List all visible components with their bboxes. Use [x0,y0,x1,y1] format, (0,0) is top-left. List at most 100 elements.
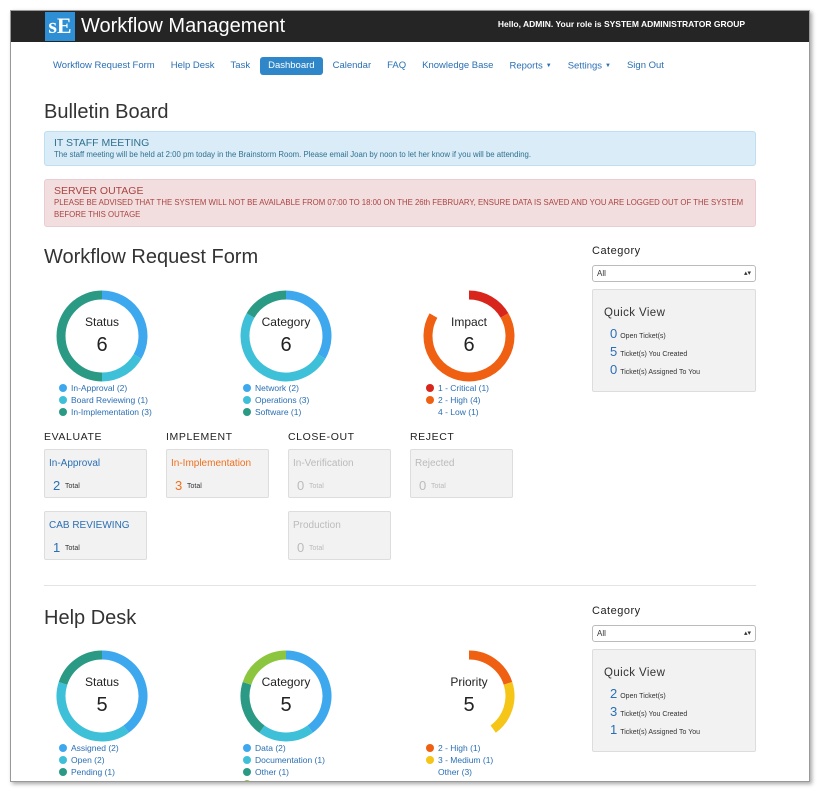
legend-dot-icon [59,744,67,752]
legend-dot-icon [243,744,251,752]
quick-view-row[interactable]: 2 Open Ticket(s) [610,686,666,701]
donut-segment[interactable] [285,650,332,733]
workflow-status-donut[interactable]: Status 6 [54,288,150,384]
legend-item[interactable]: Assigned (2) [59,742,119,754]
alert-title: SERVER OUTAGE [54,185,144,197]
stage-box-total-label: Total [309,483,324,490]
stage-box-total-label: Total [65,483,80,490]
quick-view-row[interactable]: 1 Ticket(s) Assigned To You [610,722,700,737]
nav-faq[interactable]: FAQ [379,57,414,75]
donut-segment[interactable] [468,290,509,318]
stage-box-in-approval[interactable]: In-Approval 2 Total [44,449,147,498]
legend-item[interactable]: 2 - High (4) [426,394,489,406]
quick-view-label: Ticket(s) You Created [620,711,688,718]
donut-legend: Assigned (2) Open (2) Pending (1) [59,742,119,778]
workflow-category-donut[interactable]: Category 6 [238,288,334,384]
legend-label: 2 - High (4) [438,395,481,405]
donut-segment[interactable] [423,313,515,382]
nav-task[interactable]: Task [223,57,259,75]
quick-view-row[interactable]: 5 Ticket(s) You Created [610,344,687,359]
legend-item[interactable]: 4 - Low (1) [426,406,489,418]
quick-view-label: Ticket(s) You Created [620,351,688,358]
legend-item[interactable]: 1 - Critical (1) [426,382,489,394]
nav-label: Dashboard [268,60,315,71]
nav-calendar[interactable]: Calendar [325,57,380,75]
quick-view-row[interactable]: 0 Ticket(s) Assigned To You [610,362,700,377]
legend-item[interactable]: 3 - Medium (1) [426,754,493,766]
nav-sign-out[interactable]: Sign Out [619,57,672,75]
legend-dot-icon [243,384,251,392]
legend-dot-icon [426,768,434,776]
donut-segment[interactable] [285,290,332,359]
helpdesk-category-select[interactable]: All ▴▾ [592,625,756,642]
donut-segment[interactable] [259,725,313,742]
bulletin-board-title: Bulletin Board [44,101,169,123]
donut-segment[interactable] [240,681,265,733]
donut-segment[interactable] [58,650,103,685]
donut-segment[interactable] [429,290,470,318]
donut-segment[interactable] [246,290,287,318]
nav-settings[interactable]: Settings ▼ [560,57,619,75]
legend-item[interactable]: Software (1) [243,406,309,418]
legend-item[interactable]: In-Implementation (3) [59,406,152,418]
legend-item[interactable]: Other (1) [243,766,325,778]
stage-box-count: 0 [297,540,305,555]
donut-legend: Network (2) Operations (3) Software (1) [243,382,309,418]
donut-segment[interactable] [56,290,103,382]
stage-box-cab-reviewing[interactable]: CAB REVIEWING 1 Total [44,511,147,560]
legend-label: Other (3) [438,767,473,777]
top-bar: sE Workflow Management Hello, ADMIN. You… [11,11,809,42]
legend-label: 3 - Medium (1) [438,755,494,765]
nav-reports[interactable]: Reports ▼ [501,57,559,75]
legend-label: Board Reviewing (1) [71,395,149,405]
donut-segment[interactable] [490,681,515,733]
legend-item[interactable]: Other (3) [426,766,493,778]
nav-workflow-request-form[interactable]: Workflow Request Form [45,57,163,75]
legend-item[interactable]: In-Approval (2) [59,382,152,394]
donut-segment[interactable] [101,290,148,359]
legend-item[interactable]: Data (2) [243,742,325,754]
stage-close-out: CLOSE-OUT [288,431,355,443]
workflow-impact-donut[interactable]: Impact 6 [421,288,517,384]
stage-box-title: Rejected [415,458,455,469]
quick-view-count: 0 [610,362,618,377]
stage-box-in-verification[interactable]: In-Verification 0 Total [288,449,391,498]
donut-segment[interactable] [101,354,142,382]
donut-segment[interactable] [56,681,129,742]
nav-label: Settings [567,60,603,72]
legend-item[interactable]: Operations (3) [243,394,309,406]
donut-segment[interactable] [468,650,513,685]
legend-item[interactable]: Open (2) [59,754,119,766]
donut-segment[interactable] [423,650,496,742]
legend-item[interactable]: Pending (1) [59,766,119,778]
donut-legend: 1 - Critical (1) 2 - High (4) 4 - Low (1) [426,382,489,418]
legend-item[interactable]: Board Reviewing (1) [59,394,152,406]
donut-title: Category [261,675,311,689]
donut-segment[interactable] [240,313,326,382]
workflow-category-label: Category [592,245,641,257]
stage-box-rejected[interactable]: Rejected 0 Total [410,449,513,498]
donut-legend: In-Approval (2) Board Reviewing (1) In-Imp… [59,382,152,418]
app-title[interactable]: Workflow Management [81,15,286,37]
stage-box-production[interactable]: Production 0 Total [288,511,391,560]
legend-item[interactable]: Documentation (1) [243,754,325,766]
nav-knowledge-base[interactable]: Knowledge Base [414,57,501,75]
workflow-category-select[interactable]: All ▴▾ [592,265,756,282]
legend-label: In-Implementation (3) [71,407,152,417]
legend-item[interactable]: 2 - High (1) [426,742,493,754]
legend-item[interactable]: Network (2) [243,382,309,394]
app-logo[interactable]: sE [45,12,75,41]
stage-box-in-implementation[interactable]: In-Implementation 3 Total [166,449,269,498]
helpdesk-priority-donut[interactable]: Priority 5 [421,648,517,744]
helpdesk-status-donut[interactable]: Status 5 [54,648,150,744]
quick-view-row[interactable]: 0 Open Ticket(s) [610,326,666,341]
helpdesk-category-donut[interactable]: Category 5 [238,648,334,744]
nav-help-desk[interactable]: Help Desk [163,57,223,75]
quick-view-row[interactable]: 3 Ticket(s) You Created [610,704,687,719]
legend-dot-icon [59,396,67,404]
legend-dot-icon [243,756,251,764]
nav-dashboard[interactable]: Dashboard [260,57,323,75]
legend-item[interactable]: Website (1) [243,778,325,781]
donut-segment[interactable] [101,650,148,733]
donut-segment[interactable] [242,650,287,685]
